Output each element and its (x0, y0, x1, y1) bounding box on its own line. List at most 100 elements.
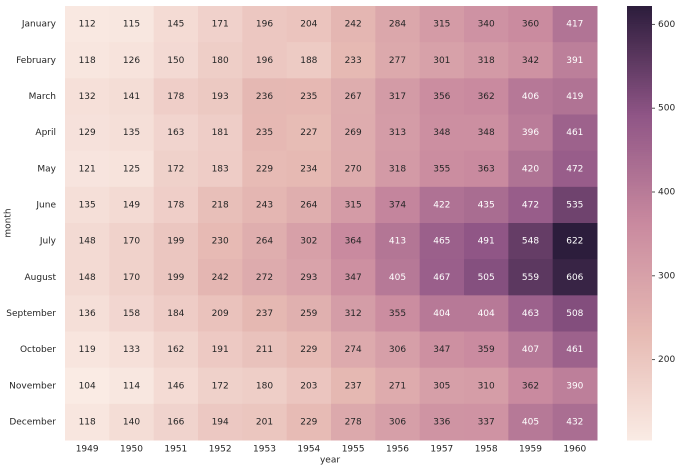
cell-label: 242 (212, 273, 229, 283)
cell-label: 278 (345, 417, 362, 427)
colorbar-segment (627, 179, 652, 183)
colorbar-segment (627, 123, 652, 126)
heatmap-cell (464, 403, 509, 441)
heatmap-cell (464, 150, 509, 188)
colorbar-segment (627, 64, 652, 68)
heatmap-cell (242, 150, 288, 188)
colorbar-segment (627, 240, 652, 244)
colorbar-segment (627, 40, 652, 44)
cell-label: 149 (123, 200, 140, 210)
colorbar-segment (627, 209, 652, 213)
heatmap-cell (552, 295, 598, 332)
heatmap-cell (242, 331, 288, 369)
colorbar-segment (627, 62, 652, 66)
colorbar-segment (627, 6, 652, 9)
heatmap-cell (552, 150, 598, 188)
colorbar-segment (627, 275, 652, 278)
cell-label: 548 (522, 237, 539, 247)
cell-label: 374 (389, 200, 406, 210)
colorbar-segment (627, 218, 652, 222)
heatmap-cell (286, 331, 332, 369)
cell-label: 336 (433, 417, 450, 427)
cell-label: 472 (566, 164, 583, 174)
heatmap-cell (242, 186, 288, 224)
colorbar-segment (627, 259, 652, 263)
cell-label: 404 (433, 309, 450, 319)
colorbar-segment (627, 316, 652, 319)
colorbar-segment (627, 405, 652, 408)
heatmap-cell (198, 42, 243, 79)
heatmap-cell (153, 403, 199, 441)
colorbar-segment (627, 400, 652, 404)
cell-label: 420 (522, 164, 539, 174)
colorbar-segment (627, 94, 652, 98)
colorbar-segment (627, 144, 652, 148)
heatmap-cell (286, 259, 332, 296)
colorbar-segment (627, 49, 652, 53)
cell-label: 236 (256, 92, 273, 102)
colorbar-segment (627, 66, 652, 70)
colorbar-segment (627, 175, 652, 178)
heatmap-cell (286, 367, 332, 405)
heatmap-cell (109, 78, 155, 115)
colorbar-segment (627, 220, 652, 224)
cell-label: 196 (256, 56, 273, 66)
cell-label: 135 (79, 200, 96, 210)
colorbar-segment (627, 437, 652, 441)
heatmap-cell (153, 114, 199, 152)
colorbar-segment (627, 338, 652, 341)
heatmap-cell (375, 6, 421, 43)
y-tick-label: May (37, 164, 56, 174)
colorbar-segment (627, 303, 652, 306)
cell-label: 112 (79, 20, 96, 30)
colorbar-segment (627, 196, 652, 200)
colorbar-segment (627, 47, 652, 50)
colorbar-segment (627, 86, 652, 89)
cell-label: 163 (167, 128, 184, 138)
x-tick-label: 1959 (519, 445, 542, 455)
colorbar-segment (627, 383, 652, 387)
colorbar-segment (627, 162, 652, 165)
cell-label: 419 (566, 92, 583, 102)
heatmap-cell (65, 295, 110, 332)
heatmap-cell (508, 150, 554, 188)
x-tick-label: 1955 (342, 445, 365, 455)
cell-label: 172 (167, 164, 184, 174)
heatmap-cell (65, 78, 110, 115)
colorbar-segment (627, 285, 652, 289)
colorbar-segment (627, 309, 652, 313)
colorbar-segment (627, 359, 652, 363)
cell-label: 237 (256, 309, 273, 319)
cell-label: 347 (433, 345, 450, 355)
colorbar-segment (627, 142, 652, 146)
heatmap-cell (198, 186, 243, 224)
colorbar-segment (627, 329, 652, 332)
colorbar-segment (627, 71, 652, 74)
cell-label: 312 (345, 309, 362, 319)
x-tick-label: 1957 (430, 445, 453, 455)
y-tick-label: March (29, 92, 56, 102)
colorbar-segment (627, 411, 652, 415)
heatmap-cell (375, 150, 421, 188)
heatmap-cell (419, 367, 465, 405)
y-tick-label: January (21, 20, 57, 30)
colorbar-segment (627, 34, 652, 37)
colorbar-segment (627, 131, 652, 135)
colorbar-tick-label: 600 (658, 20, 675, 30)
colorbar-segment (627, 255, 652, 259)
heatmap-cell (552, 186, 598, 224)
cell-label: 405 (389, 273, 406, 283)
heatmap-cell (331, 367, 376, 405)
heatmap-cell (375, 331, 421, 369)
cell-label: 406 (522, 92, 539, 102)
colorbar-segment (627, 368, 652, 372)
colorbar-segment (627, 199, 652, 202)
x-tick-label: 1954 (297, 445, 320, 455)
colorbar-segment (627, 147, 652, 150)
cell-label: 148 (79, 273, 96, 283)
colorbar-segment (627, 38, 652, 42)
heatmap-cell (286, 78, 332, 115)
heatmap-cell (109, 295, 155, 332)
heatmap-cell (464, 6, 509, 43)
heatmap-cell (65, 6, 110, 43)
